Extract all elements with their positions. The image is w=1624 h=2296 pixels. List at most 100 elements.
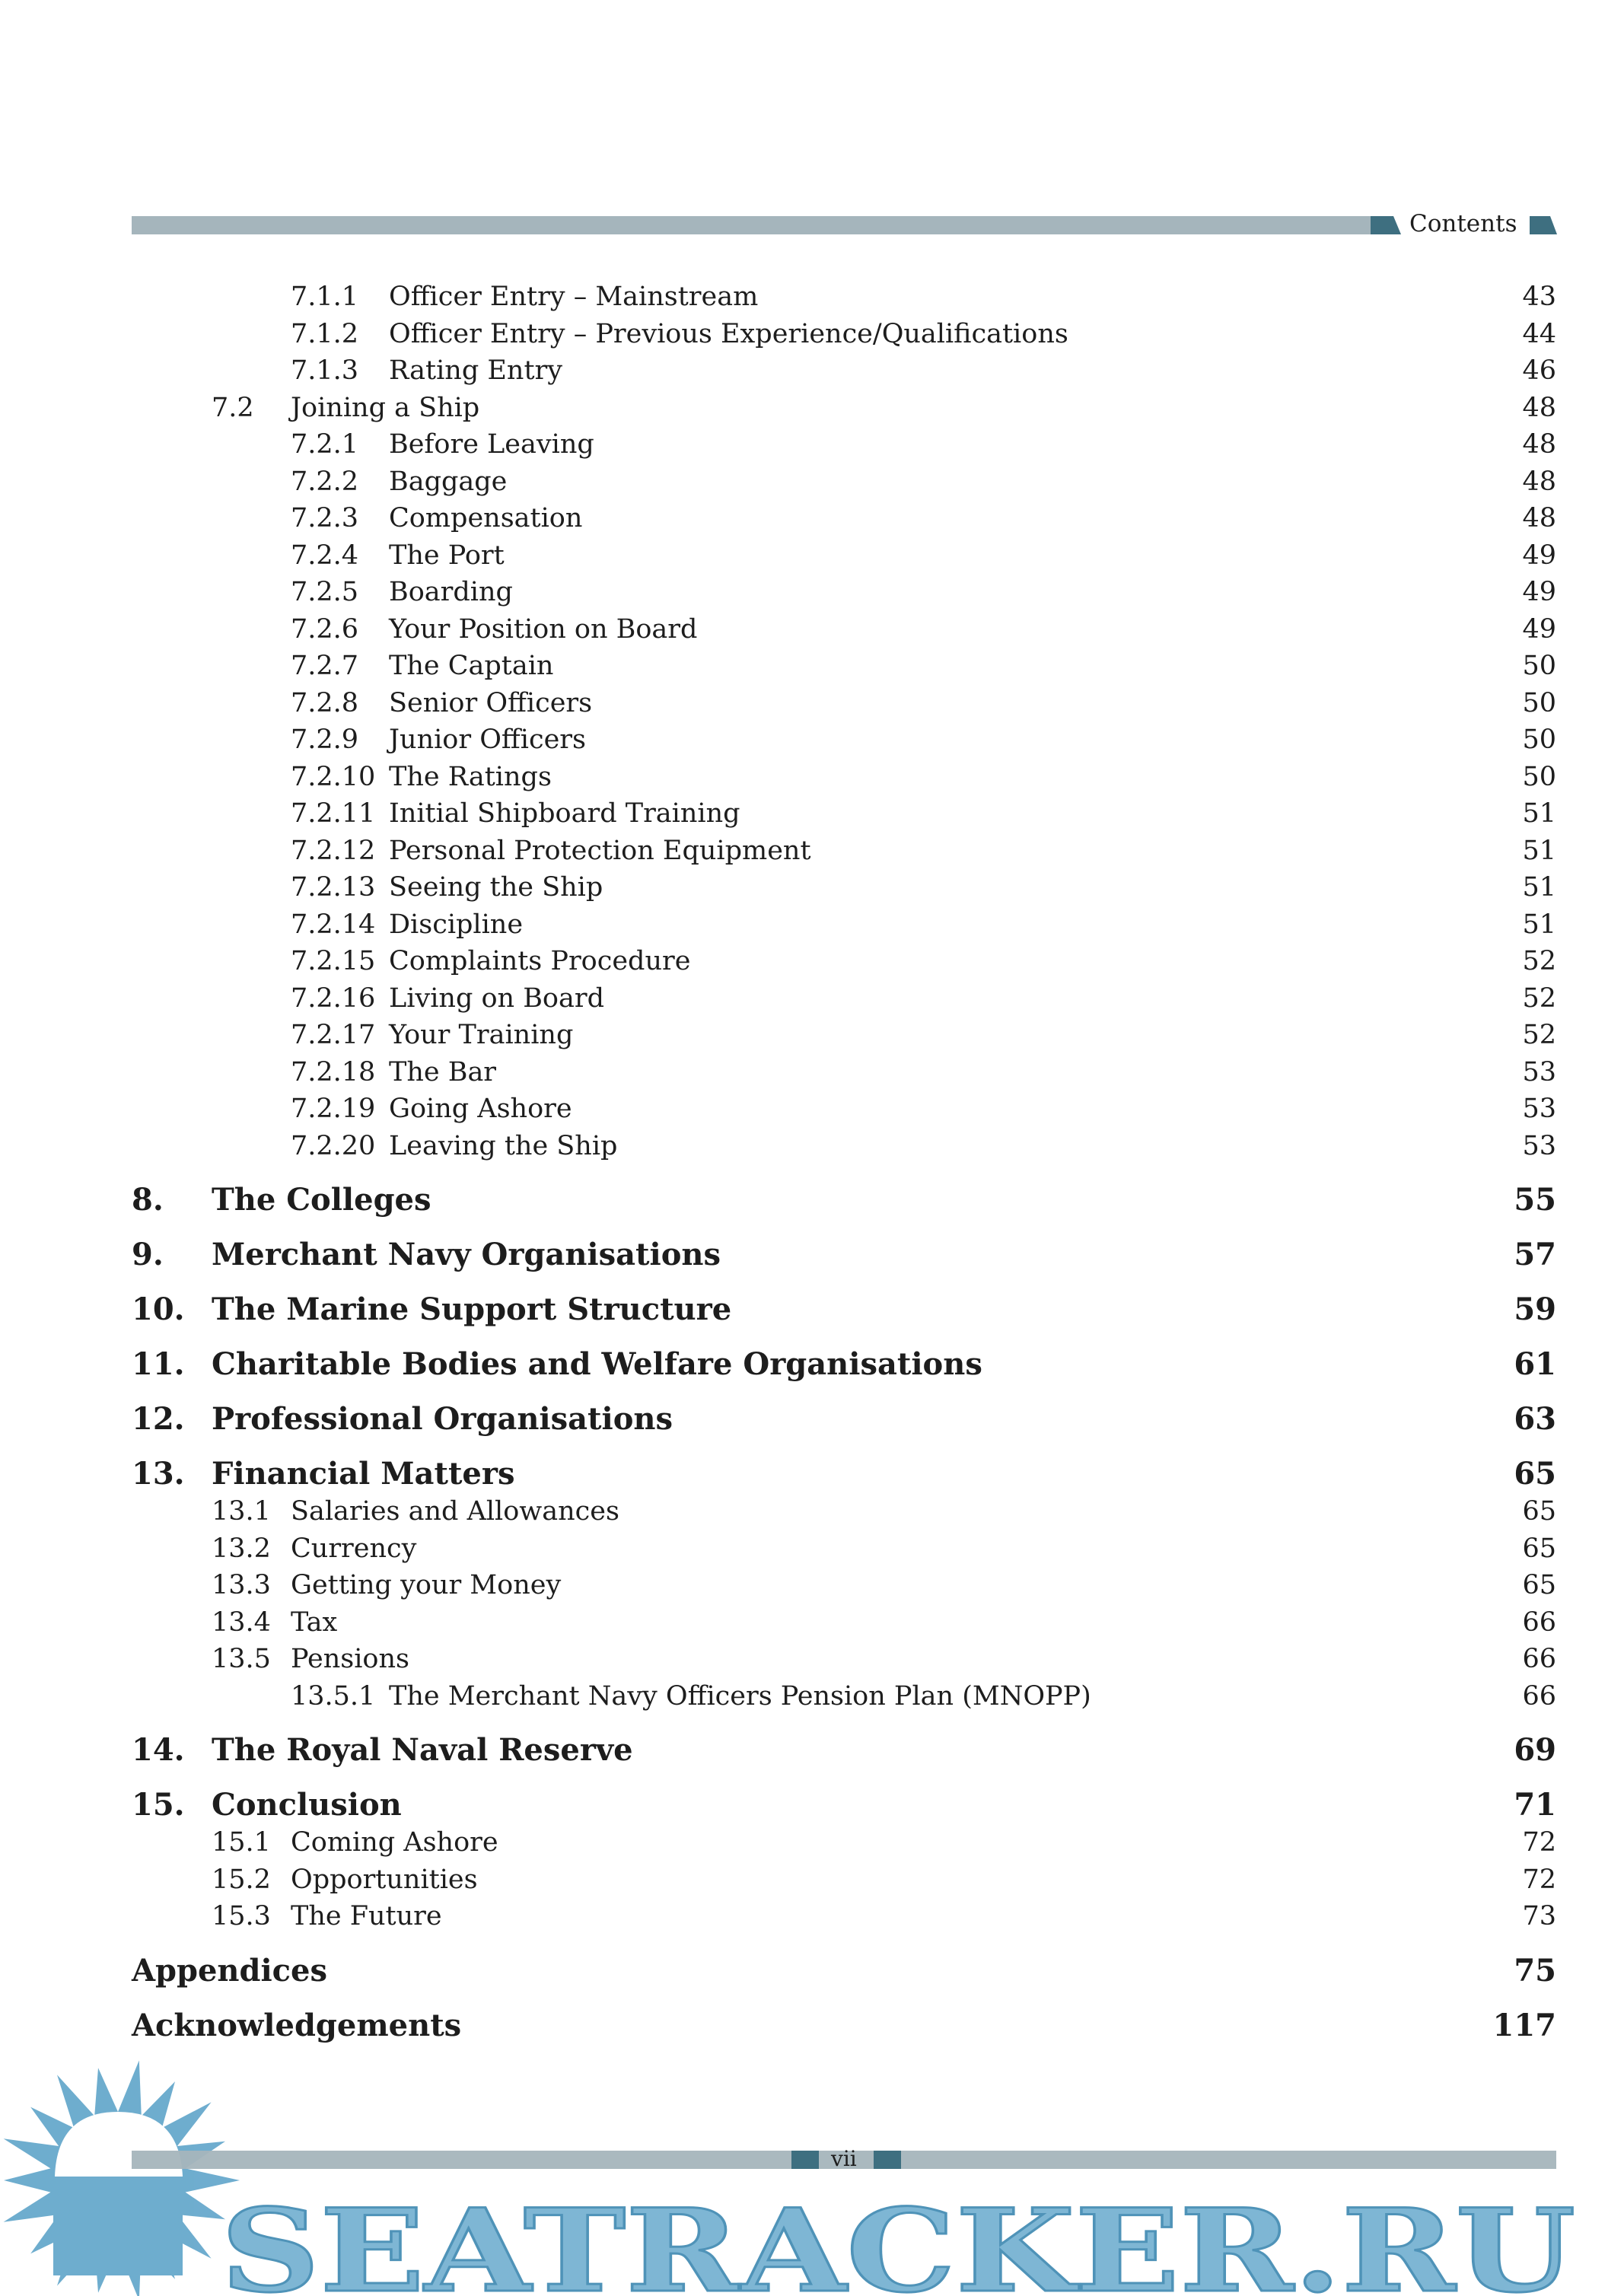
entry-number: 7.2.2 <box>291 466 359 497</box>
toc-entry[interactable]: 7.2.2 Baggage 48 <box>132 463 1556 501</box>
toc-entry[interactable]: 15.3 The Future 73 <box>132 1898 1556 1935</box>
entry-number: 13.2 <box>212 1533 271 1564</box>
toc-entry[interactable]: 15.2 Opportunities 72 <box>132 1861 1556 1899</box>
toc-entry[interactable]: 7.2.14 Discipline 51 <box>132 906 1556 944</box>
entry-page: 46 <box>1522 355 1556 386</box>
entry-title: The Marine Support Structure <box>212 1291 732 1327</box>
entry-title: Financial Matters <box>212 1456 515 1492</box>
toc-entry[interactable]: 7.2 Joining a Ship 48 <box>132 390 1556 427</box>
toc-entry[interactable]: 7.2.20 Leaving the Ship 53 <box>132 1128 1556 1165</box>
toc-entry[interactable]: 7.2.10 The Ratings 50 <box>132 759 1556 796</box>
toc-entry[interactable]: 13. Financial Matters 65 <box>132 1455 1556 1493</box>
entry-page: 59 <box>1514 1291 1556 1327</box>
entry-page: 52 <box>1522 946 1556 976</box>
entry-number: 7.2.20 <box>291 1130 376 1161</box>
toc-entry[interactable]: 7.2.15 Complaints Procedure 52 <box>132 943 1556 980</box>
entry-number: 7.2.16 <box>291 982 376 1014</box>
entry-page: 75 <box>1514 1952 1556 1989</box>
toc-entry[interactable]: 7.2.17 Your Training 52 <box>132 1017 1556 1054</box>
entry-number: 7.2.9 <box>291 724 359 755</box>
toc-entry[interactable]: 13.4 Tax 66 <box>132 1604 1556 1642</box>
toc-entry[interactable]: 7.2.5 Boarding 49 <box>132 574 1556 611</box>
entry-page: 55 <box>1514 1182 1556 1218</box>
entry-page: 63 <box>1514 1401 1556 1437</box>
toc-entry[interactable]: 10. The Marine Support Structure 59 <box>132 1291 1556 1329</box>
toc-entry[interactable]: 7.2.18 The Bar 53 <box>132 1054 1556 1091</box>
entry-title: Officer Entry – Previous Experience/Qual… <box>389 318 1068 349</box>
entry-page: 50 <box>1522 687 1556 718</box>
table-of-contents: 7.1.1 Officer Entry – Mainstream 43 7.1.2 Of… <box>132 279 1556 2045</box>
toc-entry[interactable]: Appendices 75 <box>132 1952 1556 1990</box>
entry-title: The Colleges <box>212 1182 431 1218</box>
toc-entry[interactable]: 7.2.1 Before Leaving 48 <box>132 426 1556 463</box>
running-header: Contents <box>1409 210 1517 237</box>
entry-number: 7.2.17 <box>291 1020 376 1050</box>
entry-title: Before Leaving <box>389 429 594 460</box>
toc-entry[interactable]: 7.2.4 The Port 49 <box>132 537 1556 575</box>
entry-title: Tax <box>291 1607 338 1638</box>
toc-entry[interactable]: 14. The Royal Naval Reserve 69 <box>132 1731 1556 1769</box>
toc-entry[interactable]: 7.2.11 Initial Shipboard Training 51 <box>132 795 1556 833</box>
toc-entry[interactable]: 9. Merchant Navy Organisations 57 <box>132 1236 1556 1274</box>
toc-entry[interactable]: 7.2.16 Living on Board 52 <box>132 980 1556 1017</box>
toc-entry[interactable]: 7.2.8 Senior Officers 50 <box>132 685 1556 722</box>
entry-number: 7.2.11 <box>291 798 376 829</box>
entry-number: 11. <box>132 1346 185 1382</box>
entry-number: 7.2.14 <box>291 909 376 940</box>
toc-entry[interactable]: 7.1.3 Rating Entry 46 <box>132 352 1556 390</box>
entry-page: 69 <box>1514 1732 1556 1768</box>
toc-entry[interactable]: 7.1.1 Officer Entry – Mainstream 43 <box>132 279 1556 316</box>
toc-entry[interactable]: 11. Charitable Bodies and Welfare Organis… <box>132 1345 1556 1384</box>
entry-title: The Ratings <box>389 761 552 792</box>
toc-entry[interactable]: 7.2.7 The Captain 50 <box>132 648 1556 685</box>
entry-number: 7.2.4 <box>291 540 359 571</box>
entry-page: 53 <box>1522 1056 1556 1087</box>
entry-number: 8. <box>132 1182 164 1218</box>
toc-entry[interactable]: 15. Conclusion 71 <box>132 1786 1556 1824</box>
entry-number: 13. <box>132 1456 185 1492</box>
toc-entry[interactable]: 7.1.2 Officer Entry – Previous Experience… <box>132 316 1556 353</box>
toc-entry[interactable]: 7.2.9 Junior Officers 50 <box>132 721 1556 759</box>
watermark-logo: SEATRACKER.RU <box>3 2060 1577 2296</box>
entry-number: 7.2.3 <box>291 503 359 533</box>
toc-entry[interactable]: 13.2 Currency 65 <box>132 1530 1556 1568</box>
entry-title: Appendices <box>132 1952 327 1989</box>
entry-page: 43 <box>1522 282 1556 312</box>
entry-number: 7.1.2 <box>291 318 359 349</box>
entry-number: 13.5.1 <box>291 1680 376 1712</box>
toc-entry[interactable]: 7.2.3 Compensation 48 <box>132 500 1556 537</box>
toc-entry[interactable]: 7.2.13 Seeing the Ship 51 <box>132 869 1556 906</box>
entry-number: 15. <box>132 1787 185 1823</box>
entry-number: 9. <box>132 1237 164 1272</box>
toc-entry[interactable]: 7.2.6 Your Position on Board 49 <box>132 611 1556 648</box>
toc-entry[interactable]: 13.5.1 The Merchant Navy Officers Pension… <box>132 1678 1556 1715</box>
entry-title: Living on Board <box>389 982 605 1014</box>
entry-page: 48 <box>1522 503 1556 533</box>
toc-entry[interactable]: 8. The Colleges 55 <box>132 1181 1556 1219</box>
entry-number: 7.2.1 <box>291 429 359 460</box>
entry-number: 7.2.19 <box>291 1094 376 1124</box>
entry-page: 51 <box>1522 798 1556 829</box>
toc-entry[interactable]: 7.2.19 Going Ashore 53 <box>132 1091 1556 1128</box>
entry-title: Compensation <box>389 503 583 533</box>
toc-entry[interactable]: 13.5 Pensions 66 <box>132 1641 1556 1678</box>
entry-page: 66 <box>1522 1644 1556 1674</box>
toc-entry[interactable]: 15.1 Coming Ashore 72 <box>132 1824 1556 1861</box>
entry-title: Boarding <box>389 577 513 607</box>
toc-entry[interactable]: 12. Professional Organisations 63 <box>132 1400 1556 1438</box>
entry-number: 15.1 <box>212 1827 271 1858</box>
entry-title: Baggage <box>389 466 508 497</box>
toc-entry[interactable]: 13.3 Getting your Money 65 <box>132 1567 1556 1604</box>
entry-page: 50 <box>1522 724 1556 755</box>
entry-page: 53 <box>1522 1130 1556 1161</box>
toc-entry[interactable]: 13.1 Salaries and Allowances 65 <box>132 1493 1556 1530</box>
toc-entry[interactable]: 7.2.12 Personal Protection Equipment 51 <box>132 833 1556 870</box>
footer-rule <box>132 2151 1556 2169</box>
entry-page: 52 <box>1522 982 1556 1014</box>
entry-title: Complaints Procedure <box>389 946 691 976</box>
toc-entry[interactable]: Acknowledgements 117 <box>132 2007 1556 2045</box>
footer-tab-left <box>791 2151 819 2169</box>
entry-number: 13.5 <box>212 1644 271 1674</box>
header-tab-left <box>1371 216 1401 234</box>
entry-title: Initial Shipboard Training <box>389 798 740 829</box>
